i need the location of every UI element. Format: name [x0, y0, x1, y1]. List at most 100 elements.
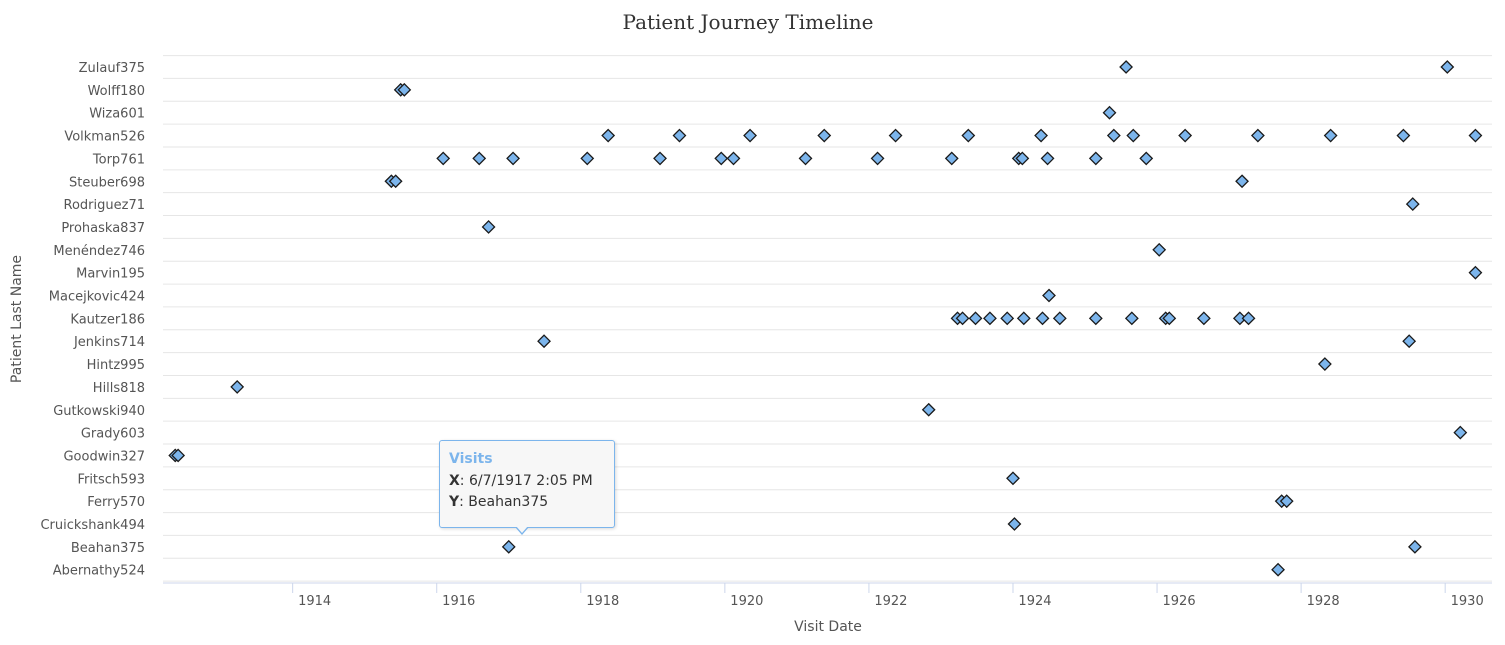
visit-point[interactable]: [1241, 311, 1256, 326]
visit-point[interactable]: [1106, 128, 1121, 143]
visit-point[interactable]: [1250, 128, 1265, 143]
visit-point[interactable]: [1119, 60, 1133, 74]
x-tick-label: 1922: [874, 594, 907, 609]
visit-point[interactable]: [1006, 471, 1020, 486]
y-tick-label: Jenkins714: [73, 335, 145, 350]
x-tick-label: 1924: [1018, 594, 1051, 609]
visit-point[interactable]: [1126, 128, 1141, 143]
y-axis-ticks: Zulauf375 Wolff180 Wiza601 Volkman526 Torp76…: [40, 61, 145, 579]
point-tooltip: Visits X: 6/7/1917 2:05 PM Y: Beahan375: [439, 440, 615, 528]
visit-point[interactable]: [1405, 197, 1420, 212]
visit-point[interactable]: [1396, 128, 1411, 143]
tooltip-y-label: Y: [449, 494, 460, 510]
tooltip-pointer-fill: [516, 526, 528, 533]
visit-point[interactable]: [817, 128, 832, 143]
visit-point[interactable]: [921, 402, 936, 417]
visit-point[interactable]: [798, 151, 813, 166]
visit-point[interactable]: [1124, 311, 1139, 326]
visit-point[interactable]: [743, 128, 757, 143]
visit-point[interactable]: [436, 151, 451, 166]
visit-point[interactable]: [955, 311, 970, 326]
visit-point[interactable]: [968, 311, 983, 326]
y-tick-label: Hills818: [93, 381, 145, 396]
y-tick-label: Cruickshank494: [40, 518, 145, 533]
visit-point[interactable]: [1196, 311, 1211, 326]
visit-point[interactable]: [1040, 151, 1055, 166]
visit-point[interactable]: [672, 128, 687, 143]
visit-point[interactable]: [1279, 494, 1294, 509]
visit-point[interactable]: [537, 334, 551, 349]
tooltip-title: Visits: [449, 451, 493, 467]
x-tick-label: 1920: [730, 594, 763, 609]
data-points[interactable]: [168, 60, 1483, 577]
x-tick-label: 1928: [1307, 594, 1340, 609]
visit-point[interactable]: [1152, 242, 1167, 257]
visit-point[interactable]: [1000, 311, 1015, 326]
visit-point[interactable]: [888, 128, 903, 143]
visit-point[interactable]: [230, 379, 245, 394]
y-tick-label: Prohaska837: [61, 221, 145, 236]
visit-point[interactable]: [1035, 311, 1050, 326]
visit-point[interactable]: [983, 311, 997, 326]
visit-point[interactable]: [1408, 539, 1422, 554]
visit-point[interactable]: [601, 128, 616, 143]
visit-point[interactable]: [1440, 60, 1455, 74]
visit-point[interactable]: [1007, 517, 1022, 531]
visit-point[interactable]: [1162, 311, 1177, 326]
visit-point[interactable]: [1453, 425, 1468, 440]
visit-point[interactable]: [1015, 151, 1030, 166]
tooltip-y-value: : Beahan375: [459, 494, 549, 510]
visit-point[interactable]: [501, 539, 516, 554]
visit-point[interactable]: [506, 151, 520, 166]
visit-point[interactable]: [1317, 357, 1332, 371]
visit-point[interactable]: [580, 151, 595, 166]
chart-title: Patient Journey Timeline: [623, 10, 874, 34]
visit-point[interactable]: [1102, 105, 1117, 120]
visit-point[interactable]: [1088, 311, 1103, 326]
y-tick-label: Volkman526: [64, 130, 145, 145]
visit-point[interactable]: [870, 151, 885, 166]
x-tick-label: 1914: [298, 594, 331, 609]
y-tick-label: Macejkovic424: [49, 290, 145, 305]
y-tick-label: Zulauf375: [79, 61, 145, 76]
visit-point[interactable]: [1034, 128, 1048, 143]
visit-point[interactable]: [1323, 128, 1338, 143]
y-tick-label: Marvin195: [76, 267, 145, 282]
x-tick-label: 1930: [1451, 594, 1484, 609]
visit-point[interactable]: [1235, 174, 1249, 189]
visit-point[interactable]: [944, 151, 959, 166]
visit-point[interactable]: [1052, 311, 1067, 326]
visit-point[interactable]: [1468, 265, 1483, 280]
x-axis-title: Visit Date: [794, 619, 862, 635]
y-axis-title: Patient Last Name: [9, 255, 25, 383]
visit-point[interactable]: [1139, 151, 1154, 166]
visit-point[interactable]: [1088, 151, 1103, 166]
visit-point[interactable]: [1178, 128, 1193, 143]
visit-point[interactable]: [171, 448, 186, 463]
y-tick-label: Wolff180: [88, 84, 145, 99]
x-tick-label: 1918: [586, 594, 619, 609]
visit-point[interactable]: [714, 151, 729, 166]
y-tick-label: Menéndez746: [53, 244, 145, 259]
visit-point[interactable]: [472, 151, 487, 166]
visit-point[interactable]: [1468, 128, 1483, 143]
y-tick-label: Torp761: [92, 152, 145, 167]
y-tick-label: Grady603: [81, 427, 145, 442]
y-tick-label: Rodriguez71: [64, 198, 145, 213]
visit-point[interactable]: [1271, 562, 1285, 577]
visit-point[interactable]: [1042, 288, 1056, 303]
y-tick-label: Abernathy524: [53, 564, 145, 579]
x-tick-label: 1916: [442, 594, 475, 609]
y-tick-label: Kautzer186: [70, 312, 145, 327]
visit-point[interactable]: [653, 151, 667, 166]
visit-point[interactable]: [1016, 311, 1031, 326]
visit-point[interactable]: [481, 220, 496, 234]
visit-point[interactable]: [961, 128, 976, 143]
grid-lines: [163, 55, 1492, 582]
visit-point[interactable]: [726, 151, 741, 166]
visit-point[interactable]: [397, 82, 412, 97]
visit-point[interactable]: [388, 174, 403, 189]
x-tick-label: 1926: [1163, 594, 1196, 609]
visit-point[interactable]: [1402, 334, 1417, 349]
